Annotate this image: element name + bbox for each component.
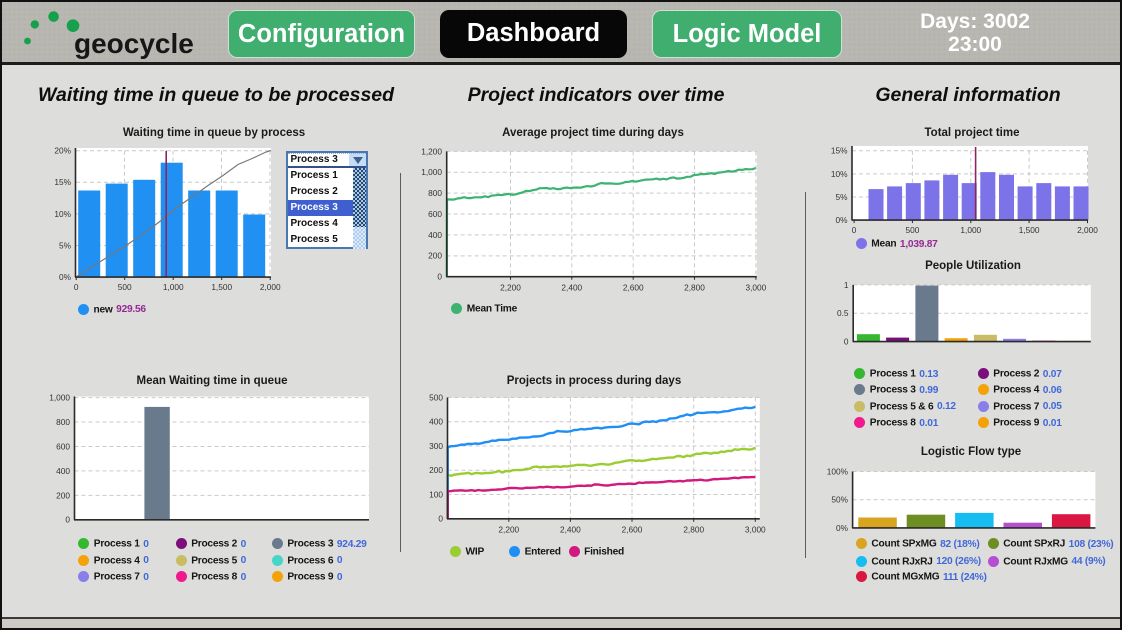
svg-text:2,800: 2,800 xyxy=(684,282,705,292)
svg-text:100: 100 xyxy=(429,489,443,499)
svg-text:geocycle: geocycle xyxy=(74,28,194,59)
svg-text:2,200: 2,200 xyxy=(498,524,519,534)
svg-text:1,000: 1,000 xyxy=(421,167,442,177)
svg-text:200: 200 xyxy=(429,465,443,475)
svg-text:20%: 20% xyxy=(54,146,71,156)
svg-text:600: 600 xyxy=(428,209,442,219)
svg-text:5%: 5% xyxy=(59,240,72,250)
svg-text:0%: 0% xyxy=(836,215,849,225)
svg-text:0.5: 0.5 xyxy=(837,308,849,318)
svg-text:500: 500 xyxy=(905,225,919,235)
svg-text:400: 400 xyxy=(56,466,70,476)
svg-text:2,600: 2,600 xyxy=(623,282,644,292)
svg-text:15%: 15% xyxy=(831,146,848,156)
svg-text:0: 0 xyxy=(852,225,857,235)
svg-text:1,500: 1,500 xyxy=(211,282,232,292)
svg-text:1,500: 1,500 xyxy=(1019,225,1040,235)
svg-text:1,000: 1,000 xyxy=(960,225,981,235)
svg-text:0: 0 xyxy=(65,515,70,525)
svg-text:0: 0 xyxy=(74,282,79,292)
svg-text:2,000: 2,000 xyxy=(1077,225,1098,235)
svg-text:200: 200 xyxy=(428,251,442,261)
svg-text:50%: 50% xyxy=(831,495,848,505)
svg-text:0%: 0% xyxy=(836,523,849,533)
svg-text:2,600: 2,600 xyxy=(622,524,643,534)
svg-text:1,200: 1,200 xyxy=(421,146,442,156)
svg-text:300: 300 xyxy=(429,441,443,451)
svg-text:0: 0 xyxy=(437,272,442,282)
svg-text:1,000: 1,000 xyxy=(163,282,184,292)
svg-text:800: 800 xyxy=(428,188,442,198)
svg-text:2,000: 2,000 xyxy=(260,282,281,292)
svg-text:1: 1 xyxy=(844,280,849,290)
svg-text:0: 0 xyxy=(438,514,443,524)
svg-text:2,400: 2,400 xyxy=(560,524,581,534)
svg-text:15%: 15% xyxy=(54,177,71,187)
svg-text:0: 0 xyxy=(844,337,849,347)
svg-text:10%: 10% xyxy=(831,169,848,179)
svg-text:0%: 0% xyxy=(59,272,72,282)
svg-text:2,800: 2,800 xyxy=(683,524,704,534)
svg-text:2,400: 2,400 xyxy=(561,282,582,292)
svg-text:400: 400 xyxy=(429,417,443,427)
svg-text:500: 500 xyxy=(118,282,132,292)
svg-text:2,200: 2,200 xyxy=(500,282,521,292)
svg-text:500: 500 xyxy=(429,392,443,402)
svg-text:3,000: 3,000 xyxy=(746,282,767,292)
svg-text:600: 600 xyxy=(56,441,70,451)
svg-text:5%: 5% xyxy=(836,192,849,202)
svg-text:800: 800 xyxy=(56,417,70,427)
svg-text:200: 200 xyxy=(56,490,70,500)
svg-text:1,000: 1,000 xyxy=(49,392,70,402)
svg-text:400: 400 xyxy=(428,230,442,240)
svg-text:10%: 10% xyxy=(54,209,71,219)
svg-text:3,000: 3,000 xyxy=(745,524,766,534)
svg-text:100%: 100% xyxy=(827,466,849,476)
